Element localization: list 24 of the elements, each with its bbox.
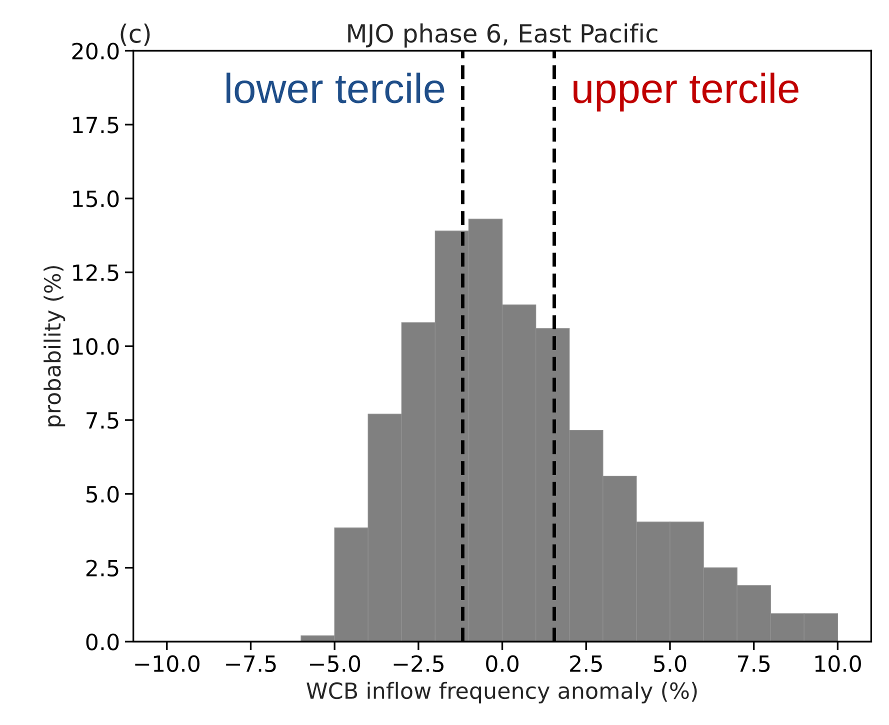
x-tick-label: −2.5 bbox=[394, 655, 444, 672]
chart-title: MJO phase 6, East Pacific bbox=[348, 23, 658, 48]
x-tick-label: 7.5 bbox=[738, 656, 770, 672]
y-tick-label: 20.0 bbox=[72, 42, 119, 60]
x-tick-label: −5.0 bbox=[310, 655, 360, 672]
x-axis-title: WCB inflow frequency anomaly (%) bbox=[306, 682, 697, 704]
x-tick-label: −10.0 bbox=[135, 655, 200, 672]
y-tick-label: 5.0 bbox=[86, 486, 119, 503]
y-tick-label: 12.5 bbox=[73, 264, 118, 282]
x-tick-label: 10.0 bbox=[815, 655, 861, 672]
x-tick-label: 0.0 bbox=[486, 655, 518, 672]
y-tick-label: 17.5 bbox=[73, 116, 118, 134]
y-tick-label: 7.5 bbox=[86, 412, 118, 429]
y-axis-title: probability (%) bbox=[44, 266, 66, 426]
x-tick-label: −7.5 bbox=[226, 656, 276, 672]
y-tick-label: 0.0 bbox=[86, 634, 119, 650]
x-tick-label: 5.0 bbox=[654, 655, 686, 672]
text: (c) bbox=[120, 24, 150, 46]
y-tick-label: 15.0 bbox=[73, 190, 119, 208]
y-tick-label: 2.5 bbox=[86, 560, 118, 577]
x-tick-label: 2.5 bbox=[570, 655, 602, 672]
ref-line-label: lower tercile bbox=[226, 72, 444, 104]
ref-line-label: upper tercile bbox=[574, 72, 798, 112]
y-tick-label: 10.0 bbox=[73, 338, 119, 355]
